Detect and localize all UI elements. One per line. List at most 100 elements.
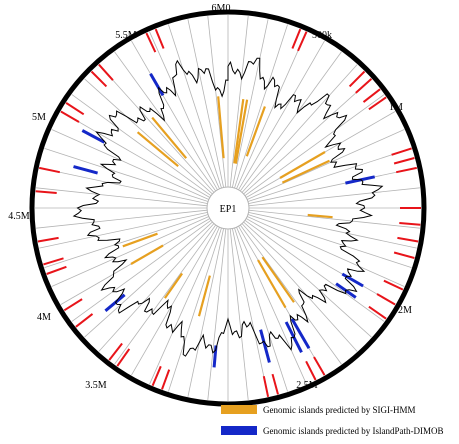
sigi-hmm-mark [307,213,333,219]
spoke [84,78,213,195]
outer-feature-mark [63,298,83,312]
sigi-hmm-mark [233,98,245,164]
position-label-4m: 4M [37,312,51,323]
outer-feature-mark [391,147,412,156]
spoke [84,221,213,338]
sigi-hmm-mark [234,99,249,164]
outer-feature-mark [65,102,85,116]
genome-outer-ring [29,9,427,407]
spoke [243,78,372,195]
spoke [39,167,208,204]
spoke [241,223,358,352]
spoke [244,219,385,322]
spoke [39,212,208,249]
sigi-hmm-mark [261,256,295,303]
spoke [238,40,325,191]
spoke [36,209,208,229]
spoke [247,148,412,202]
outer-feature-mark [393,157,415,165]
spoke [131,40,218,191]
outer-feature-track [35,28,421,398]
outer-feature-mark [35,190,57,194]
outer-feature-mark [271,373,279,395]
position-label-5-5m: 5.5M [115,30,137,41]
gc-profile-line [72,57,384,357]
sigi-hmm-mark [257,259,287,309]
outer-feature-mark [368,305,387,320]
spoke [168,24,222,189]
outer-feature-mark [116,348,131,367]
outer-feature-mark [399,222,421,226]
position-label-4-5m: 4.5M [8,211,30,222]
spoke [234,24,288,189]
islandpath-dimob-mark [73,165,98,175]
spoke [232,19,269,188]
spoke [187,228,224,397]
outer-feature-mark [262,375,270,398]
spoke [51,216,209,287]
sigi-hmm-mark [122,232,158,248]
legend-label-islandpath-dimob: Genomic islands predicted by IslandPath-… [263,426,443,436]
sigi-hmm-mark [245,106,266,157]
outer-feature-mark [154,28,165,49]
spoke [131,225,218,376]
spoke [98,64,215,193]
outer-feature-mark [368,96,387,111]
islandpath-dimob-mark [341,272,364,288]
spoke [241,64,358,193]
spoke [187,19,224,188]
outer-feature-mark [60,110,80,123]
islandpath-dimob-mark [81,129,106,144]
outer-feature-mark [75,313,94,328]
outer-feature-mark [46,265,67,275]
outer-feature-mark [348,70,366,88]
outer-feature-mark [395,166,418,174]
spoke [71,94,212,197]
spoke [244,94,385,197]
sigi-hmm-track [122,96,333,317]
outer-feature-mark [151,365,162,387]
outer-feature-mark [305,360,317,381]
spoke [248,209,420,229]
position-label-2m: 2M [398,305,412,316]
spoke [114,224,217,365]
position-label-6m0: 6M0 [212,3,231,14]
outer-feature-mark [397,236,419,243]
spoke [248,187,420,207]
islandpath-dimob-mark [149,73,165,97]
position-label-3-5m: 3.5M [85,380,107,391]
position-label-500k: 500k [312,30,332,41]
outer-feature-mark [362,88,381,103]
sigi-hmm-mark [217,96,225,159]
position-label-5m: 5M [32,112,46,123]
spoke [247,214,412,268]
spoke [207,16,227,188]
spoke [247,129,405,200]
spoke [229,16,249,188]
islandpath-dimob-track [73,73,376,368]
spoke [51,129,209,200]
spoke [71,219,212,322]
outer-feature-mark [383,279,404,291]
islandpath-dimob-mark [290,318,311,350]
spoke [44,214,209,268]
spokes [35,15,421,401]
spoke [207,228,227,400]
spoke [248,212,417,249]
outer-feature-mark [90,70,108,88]
outer-feature-mark [37,236,59,243]
spoke [60,111,211,198]
legend: Genomic islands predicted by SIGI-HMM Ge… [221,405,443,436]
spoke [245,218,396,305]
center-label: EP1 [220,204,237,215]
legend-swatch-islandpath-dimob [221,426,257,435]
spoke [239,51,342,192]
outer-feature-mark [355,78,373,94]
spoke [114,51,217,192]
outer-feature-mark [313,356,326,376]
spoke [149,227,220,385]
center-circle [206,186,250,230]
spoke [247,216,405,287]
sigi-hmm-mark [279,151,326,179]
